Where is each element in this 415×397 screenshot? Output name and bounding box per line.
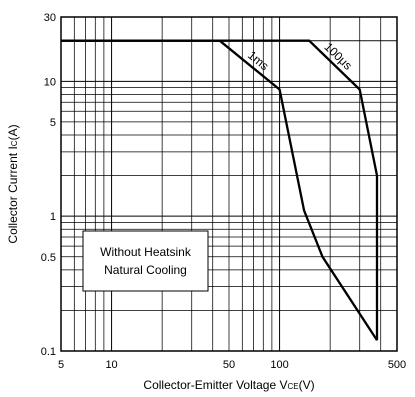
major-grid xyxy=(61,17,397,351)
x-axis-label-prefix: Collector-Emitter Voltage V xyxy=(143,378,287,392)
curve-label-1ms: 1ms xyxy=(245,48,271,73)
y-tick-label: 30 xyxy=(44,12,56,24)
y-axis-label-suffix: (A) xyxy=(6,124,20,140)
x-axis-label: Collector-Emitter Voltage VCE(V) xyxy=(143,378,314,392)
series-line-100us xyxy=(61,39,379,341)
annotation-box xyxy=(82,230,209,292)
minor-grid xyxy=(61,17,397,351)
y-tick-label: 5 xyxy=(50,117,56,129)
series-line-1ms xyxy=(61,39,378,341)
y-axis-label: Collector Current IC(A) xyxy=(6,124,20,243)
y-tick-label: 1 xyxy=(50,211,56,223)
plot-frame xyxy=(60,16,398,352)
annotation-line-2: Natural Cooling xyxy=(104,263,187,277)
x-tick-label: 100 xyxy=(270,359,288,371)
x-tick-label: 10 xyxy=(105,359,117,371)
x-axis-label-suffix: (V) xyxy=(299,378,315,392)
x-tick-label: 5 xyxy=(58,359,64,371)
x-tick-labels: 5 10 50 100 500 xyxy=(58,359,406,371)
annotation-line-1: Without Heatsink xyxy=(100,245,192,259)
series-layer xyxy=(61,39,379,341)
y-tick-label: 10 xyxy=(44,76,56,88)
y-axis-label-sub: C xyxy=(10,140,19,146)
y-tick-label: 0.1 xyxy=(41,346,56,358)
x-axis-label-sub: CE xyxy=(287,382,298,391)
y-tick-labels: 0.1 0.5 1 5 10 30 xyxy=(41,12,56,358)
x-tick-label: 500 xyxy=(388,359,406,371)
y-tick-label: 0.5 xyxy=(41,252,56,264)
y-axis-label-prefix: Collector Current I xyxy=(6,146,20,243)
x-tick-label: 50 xyxy=(223,359,235,371)
